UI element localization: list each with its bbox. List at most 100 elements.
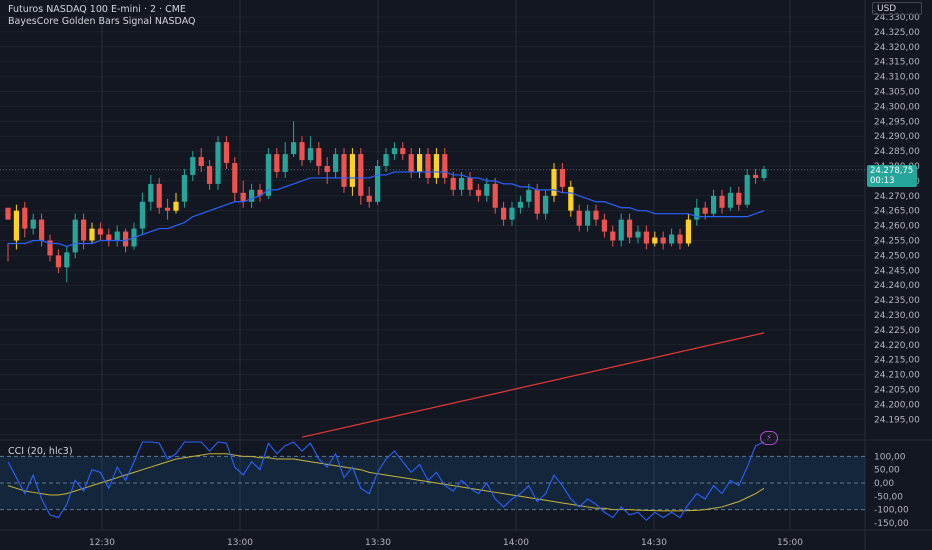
- candle: [543, 189, 549, 220]
- time-label: 14:30: [641, 538, 667, 548]
- indicator-title[interactable]: BayesCore Golden Bars Signal NASDAQ: [8, 16, 196, 27]
- candle: [190, 151, 196, 181]
- cci-label: -150,00: [874, 519, 909, 529]
- price-label: 24.285,00: [874, 147, 920, 157]
- candle-body: [400, 148, 406, 155]
- candle: [249, 183, 255, 208]
- candle: [501, 201, 507, 226]
- candle: [408, 148, 414, 178]
- candle: [97, 222, 103, 241]
- candle-body: [274, 154, 280, 172]
- trend-line-path: [301, 332, 765, 438]
- candle: [156, 177, 162, 214]
- candle-body: [282, 154, 288, 172]
- candle-body: [148, 183, 154, 202]
- candle: [568, 180, 574, 217]
- candle: [165, 198, 171, 220]
- currency-selector[interactable]: USD: [872, 2, 922, 15]
- candle-body: [249, 189, 255, 202]
- candle: [685, 213, 691, 247]
- candle-body: [299, 142, 305, 161]
- price-label: 24.315,00: [874, 58, 920, 68]
- candle-body: [753, 174, 759, 178]
- candle-body: [316, 148, 322, 166]
- time-axis[interactable]: 12:30 13:00 13:30 14:00 14:30 15:00: [89, 538, 803, 548]
- candle-body: [349, 154, 355, 187]
- candle-body: [761, 168, 767, 178]
- candle: [425, 148, 431, 184]
- cci-axis[interactable]: 100,00 50,00 0,00 -50,00 -100,00 -150,00: [874, 452, 909, 529]
- candle: [643, 225, 649, 250]
- candle: [391, 142, 397, 161]
- candle-body: [568, 186, 574, 211]
- time-label: 13:30: [365, 538, 391, 548]
- candle-body: [408, 154, 414, 172]
- candle: [417, 148, 423, 178]
- candle: [181, 168, 187, 208]
- candle-body: [736, 192, 742, 205]
- candle-body: [559, 168, 565, 187]
- price-label: 24.240,00: [874, 281, 920, 291]
- candle-body: [81, 219, 87, 241]
- bolt-icon[interactable]: ⚡: [760, 431, 778, 445]
- candle-body: [207, 166, 213, 184]
- candle-body: [30, 219, 36, 229]
- candle: [64, 246, 70, 283]
- price-label: 24.325,00: [874, 28, 920, 38]
- price-label: 24.245,00: [874, 266, 920, 276]
- candle: [5, 207, 11, 262]
- candle-body: [156, 183, 162, 208]
- candle: [13, 204, 19, 250]
- candle: [517, 195, 523, 214]
- candle-body: [106, 234, 112, 241]
- cci-label: 0,00: [874, 479, 894, 489]
- cci-label: 100,00: [874, 452, 906, 462]
- cci-label: -50,00: [874, 492, 903, 502]
- candle-body: [72, 219, 78, 253]
- candle-body: [64, 252, 70, 268]
- candle-body: [417, 154, 423, 172]
- candle-body: [333, 154, 339, 172]
- candle: [173, 192, 179, 214]
- candle: [475, 183, 481, 202]
- symbol-title[interactable]: Futuros NASDAQ 100 E-mini · 2 · CME: [8, 4, 186, 15]
- cci-lines: [7, 441, 765, 521]
- candle-body: [694, 207, 700, 220]
- candle-body: [5, 207, 11, 220]
- candle: [593, 204, 599, 226]
- candle-body: [551, 168, 557, 196]
- candle: [711, 189, 717, 217]
- candle: [299, 136, 305, 166]
- candle: [442, 148, 448, 184]
- candle-body: [324, 166, 330, 172]
- price-label: 24.330,00: [874, 13, 920, 23]
- candle-body: [643, 231, 649, 244]
- candle: [677, 228, 683, 250]
- candle: [47, 234, 53, 262]
- candle-body: [22, 207, 28, 229]
- candle: [55, 249, 61, 274]
- candle-body: [123, 231, 129, 247]
- price-label: 24.235,00: [874, 296, 920, 306]
- candle-body: [223, 142, 229, 164]
- candle: [450, 171, 456, 196]
- candle: [526, 183, 532, 208]
- candle: [618, 213, 624, 247]
- candle: [383, 148, 389, 172]
- price-axis[interactable]: 24.330,00 24.325,00 24.320,00 24.315,00 24.3…: [874, 13, 920, 425]
- candle: [559, 163, 565, 193]
- candle-body: [433, 154, 439, 178]
- candle: [72, 213, 78, 259]
- candle: [282, 142, 288, 178]
- price-label: 24.255,00: [874, 237, 920, 247]
- candle: [89, 222, 95, 244]
- candle-body: [114, 231, 120, 241]
- cci-label: -100,00: [874, 506, 909, 516]
- candle-body: [181, 174, 187, 202]
- cci-title[interactable]: CCI (20, hlc3): [8, 446, 73, 457]
- candle: [601, 213, 607, 238]
- candle-body: [517, 201, 523, 208]
- price-label: 24.210,00: [874, 371, 920, 381]
